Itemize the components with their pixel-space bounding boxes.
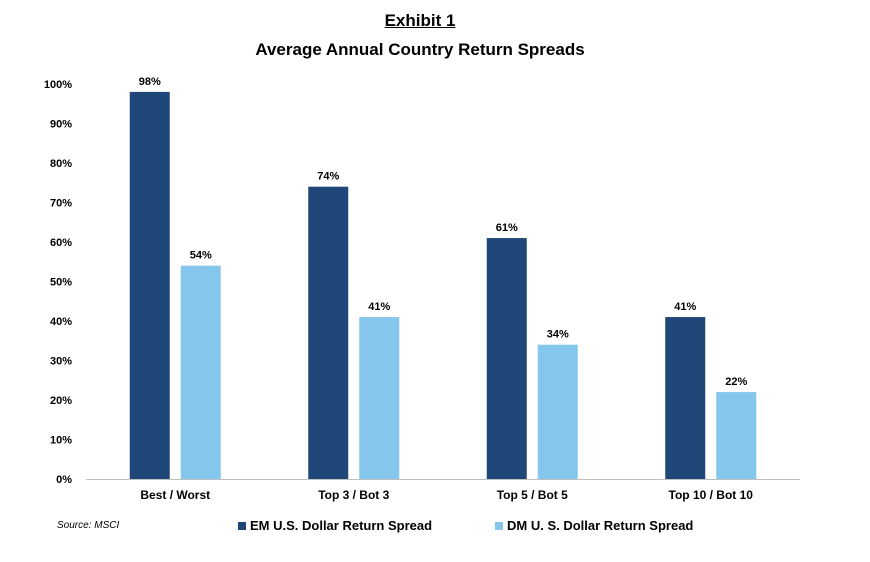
y-tick-label: 40% [50,316,72,328]
legend-swatch-dm [495,521,503,530]
data-label: 22% [725,376,747,388]
y-tick-label: 20% [50,395,72,407]
legend: EM U.S. Dollar Return Spread DM U. S. Do… [0,518,870,538]
bar-em [308,186,349,479]
x-tick-label: Top 3 / Bot 3 [318,488,389,502]
chart-title: Average Annual Country Return Spreads [255,40,585,59]
y-tick-label: 0% [56,474,72,486]
data-label: 74% [317,171,339,183]
data-label: 98% [139,76,161,88]
y-tick-label: 100% [44,79,72,91]
bar-dm [180,265,221,479]
data-label: 34% [547,329,569,341]
legend-item-em: EM U.S. Dollar Return Spread [238,518,432,533]
legend-label-em: EM U.S. Dollar Return Spread [250,518,433,533]
bar-dm [359,317,400,479]
data-label: 41% [368,301,390,313]
y-tick-label: 10% [50,435,72,447]
y-tick-label: 80% [50,158,72,170]
x-tick-label: Top 10 / Bot 10 [669,488,754,502]
bar-em [486,238,527,479]
exhibit-label: Exhibit 1 [384,11,456,30]
source-note: Source: MSCI [57,520,120,531]
data-label: 41% [674,301,696,313]
legend-label-dm: DM U. S. Dollar Return Spread [507,518,694,533]
data-label: 54% [190,250,212,262]
y-tick-label: 30% [50,356,72,368]
y-tick-label: 50% [50,277,72,289]
x-tick-label: Top 5 / Bot 5 [497,488,568,502]
bar-em [129,91,170,480]
bar-dm [716,392,757,479]
legend-swatch-em [238,521,246,530]
bar-em [665,317,706,479]
x-tick-label: Best / Worst [140,488,210,502]
y-tick-label: 90% [50,119,72,131]
y-tick-label: 70% [50,198,72,210]
data-label: 61% [496,222,518,234]
bar-dm [537,344,578,479]
legend-item-dm: DM U. S. Dollar Return Spread [495,518,693,533]
y-tick-label: 60% [50,237,72,249]
